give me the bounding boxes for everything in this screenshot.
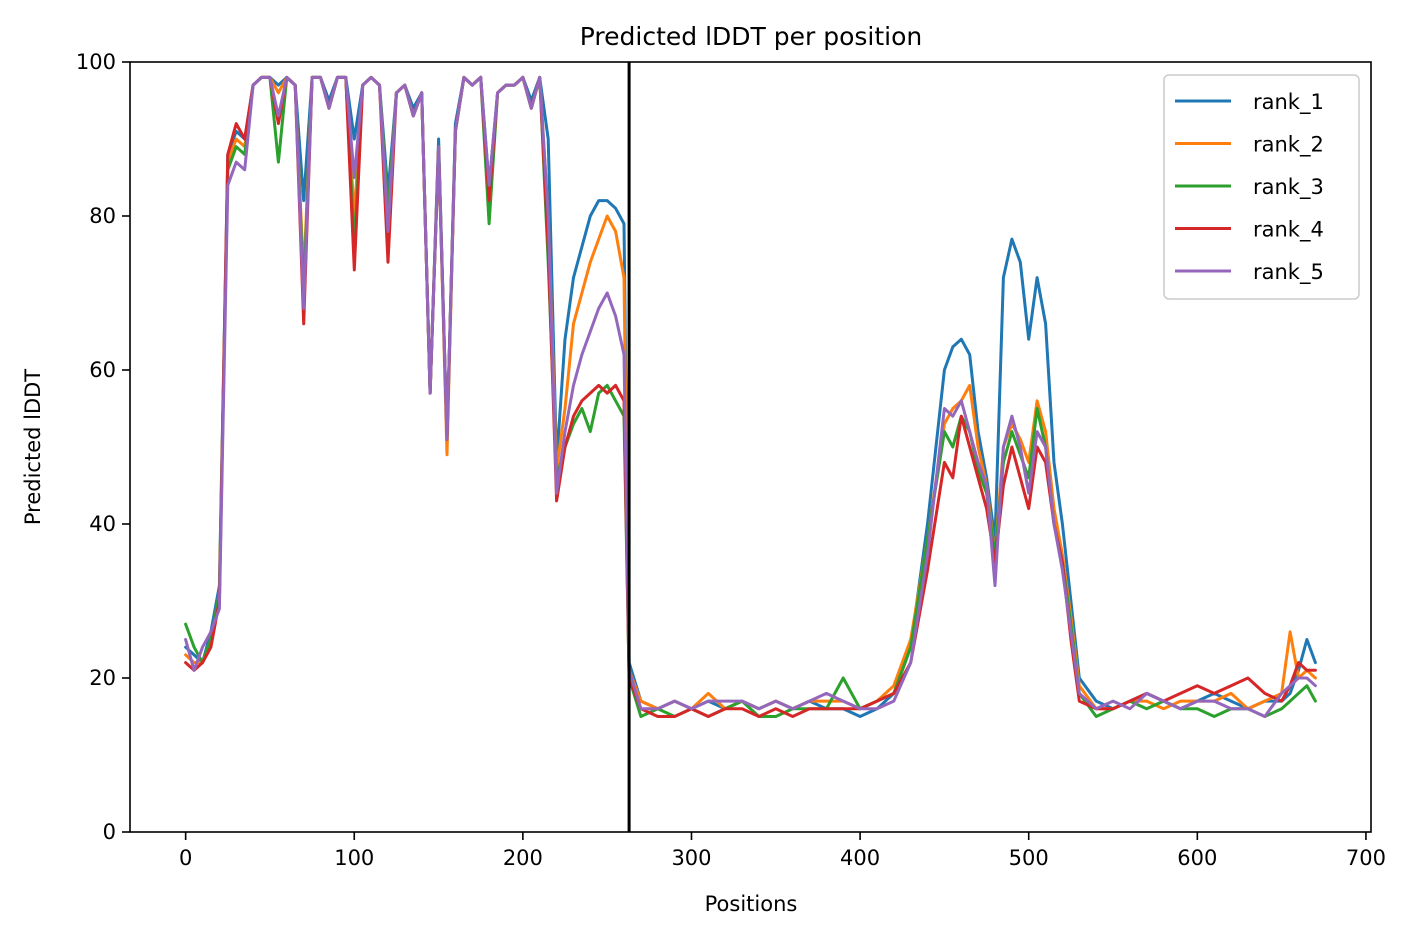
- x-axis-label: Positions: [705, 892, 798, 916]
- y-tick-label: 40: [89, 512, 116, 536]
- x-tick-label: 500: [1009, 846, 1049, 870]
- legend-label-rank_1: rank_1: [1253, 90, 1324, 115]
- y-axis: 0 20 40 60 80 100: [76, 50, 130, 844]
- x-tick-label: 100: [334, 846, 374, 870]
- legend-items: rank_1 rank_2 rank_3 rank_4 rank_5: [1175, 90, 1324, 285]
- x-tick-label: 600: [1177, 846, 1217, 870]
- legend-label-rank_2: rank_2: [1253, 133, 1324, 158]
- x-tick-label: 700: [1346, 846, 1386, 870]
- x-tick-label: 0: [179, 846, 192, 870]
- legend-label-rank_3: rank_3: [1253, 175, 1324, 200]
- y-axis-label: Predicted lDDT: [21, 369, 45, 525]
- chart-title: Predicted lDDT per position: [580, 22, 922, 51]
- x-tick-label: 200: [503, 846, 543, 870]
- legend: rank_1 rank_2 rank_3 rank_4 rank_5: [1163, 74, 1360, 300]
- x-tick-label: 300: [671, 846, 711, 870]
- series-line-rank_5: [184, 75, 1317, 718]
- y-tick-label: 0: [103, 820, 116, 844]
- series-layer: [184, 75, 1317, 718]
- legend-box: [1163, 74, 1360, 300]
- y-tick-label: 100: [76, 50, 116, 74]
- y-tick-label: 20: [89, 666, 116, 690]
- legend-label-rank_5: rank_5: [1253, 260, 1324, 285]
- plot-frame: [129, 61, 1372, 833]
- x-axis: 0 100 200 300 400 500 600 700: [179, 832, 1386, 870]
- legend-label-rank_4: rank_4: [1253, 218, 1324, 243]
- y-tick-label: 80: [89, 204, 116, 228]
- x-tick-label: 400: [840, 846, 880, 870]
- y-tick-label: 60: [89, 358, 116, 382]
